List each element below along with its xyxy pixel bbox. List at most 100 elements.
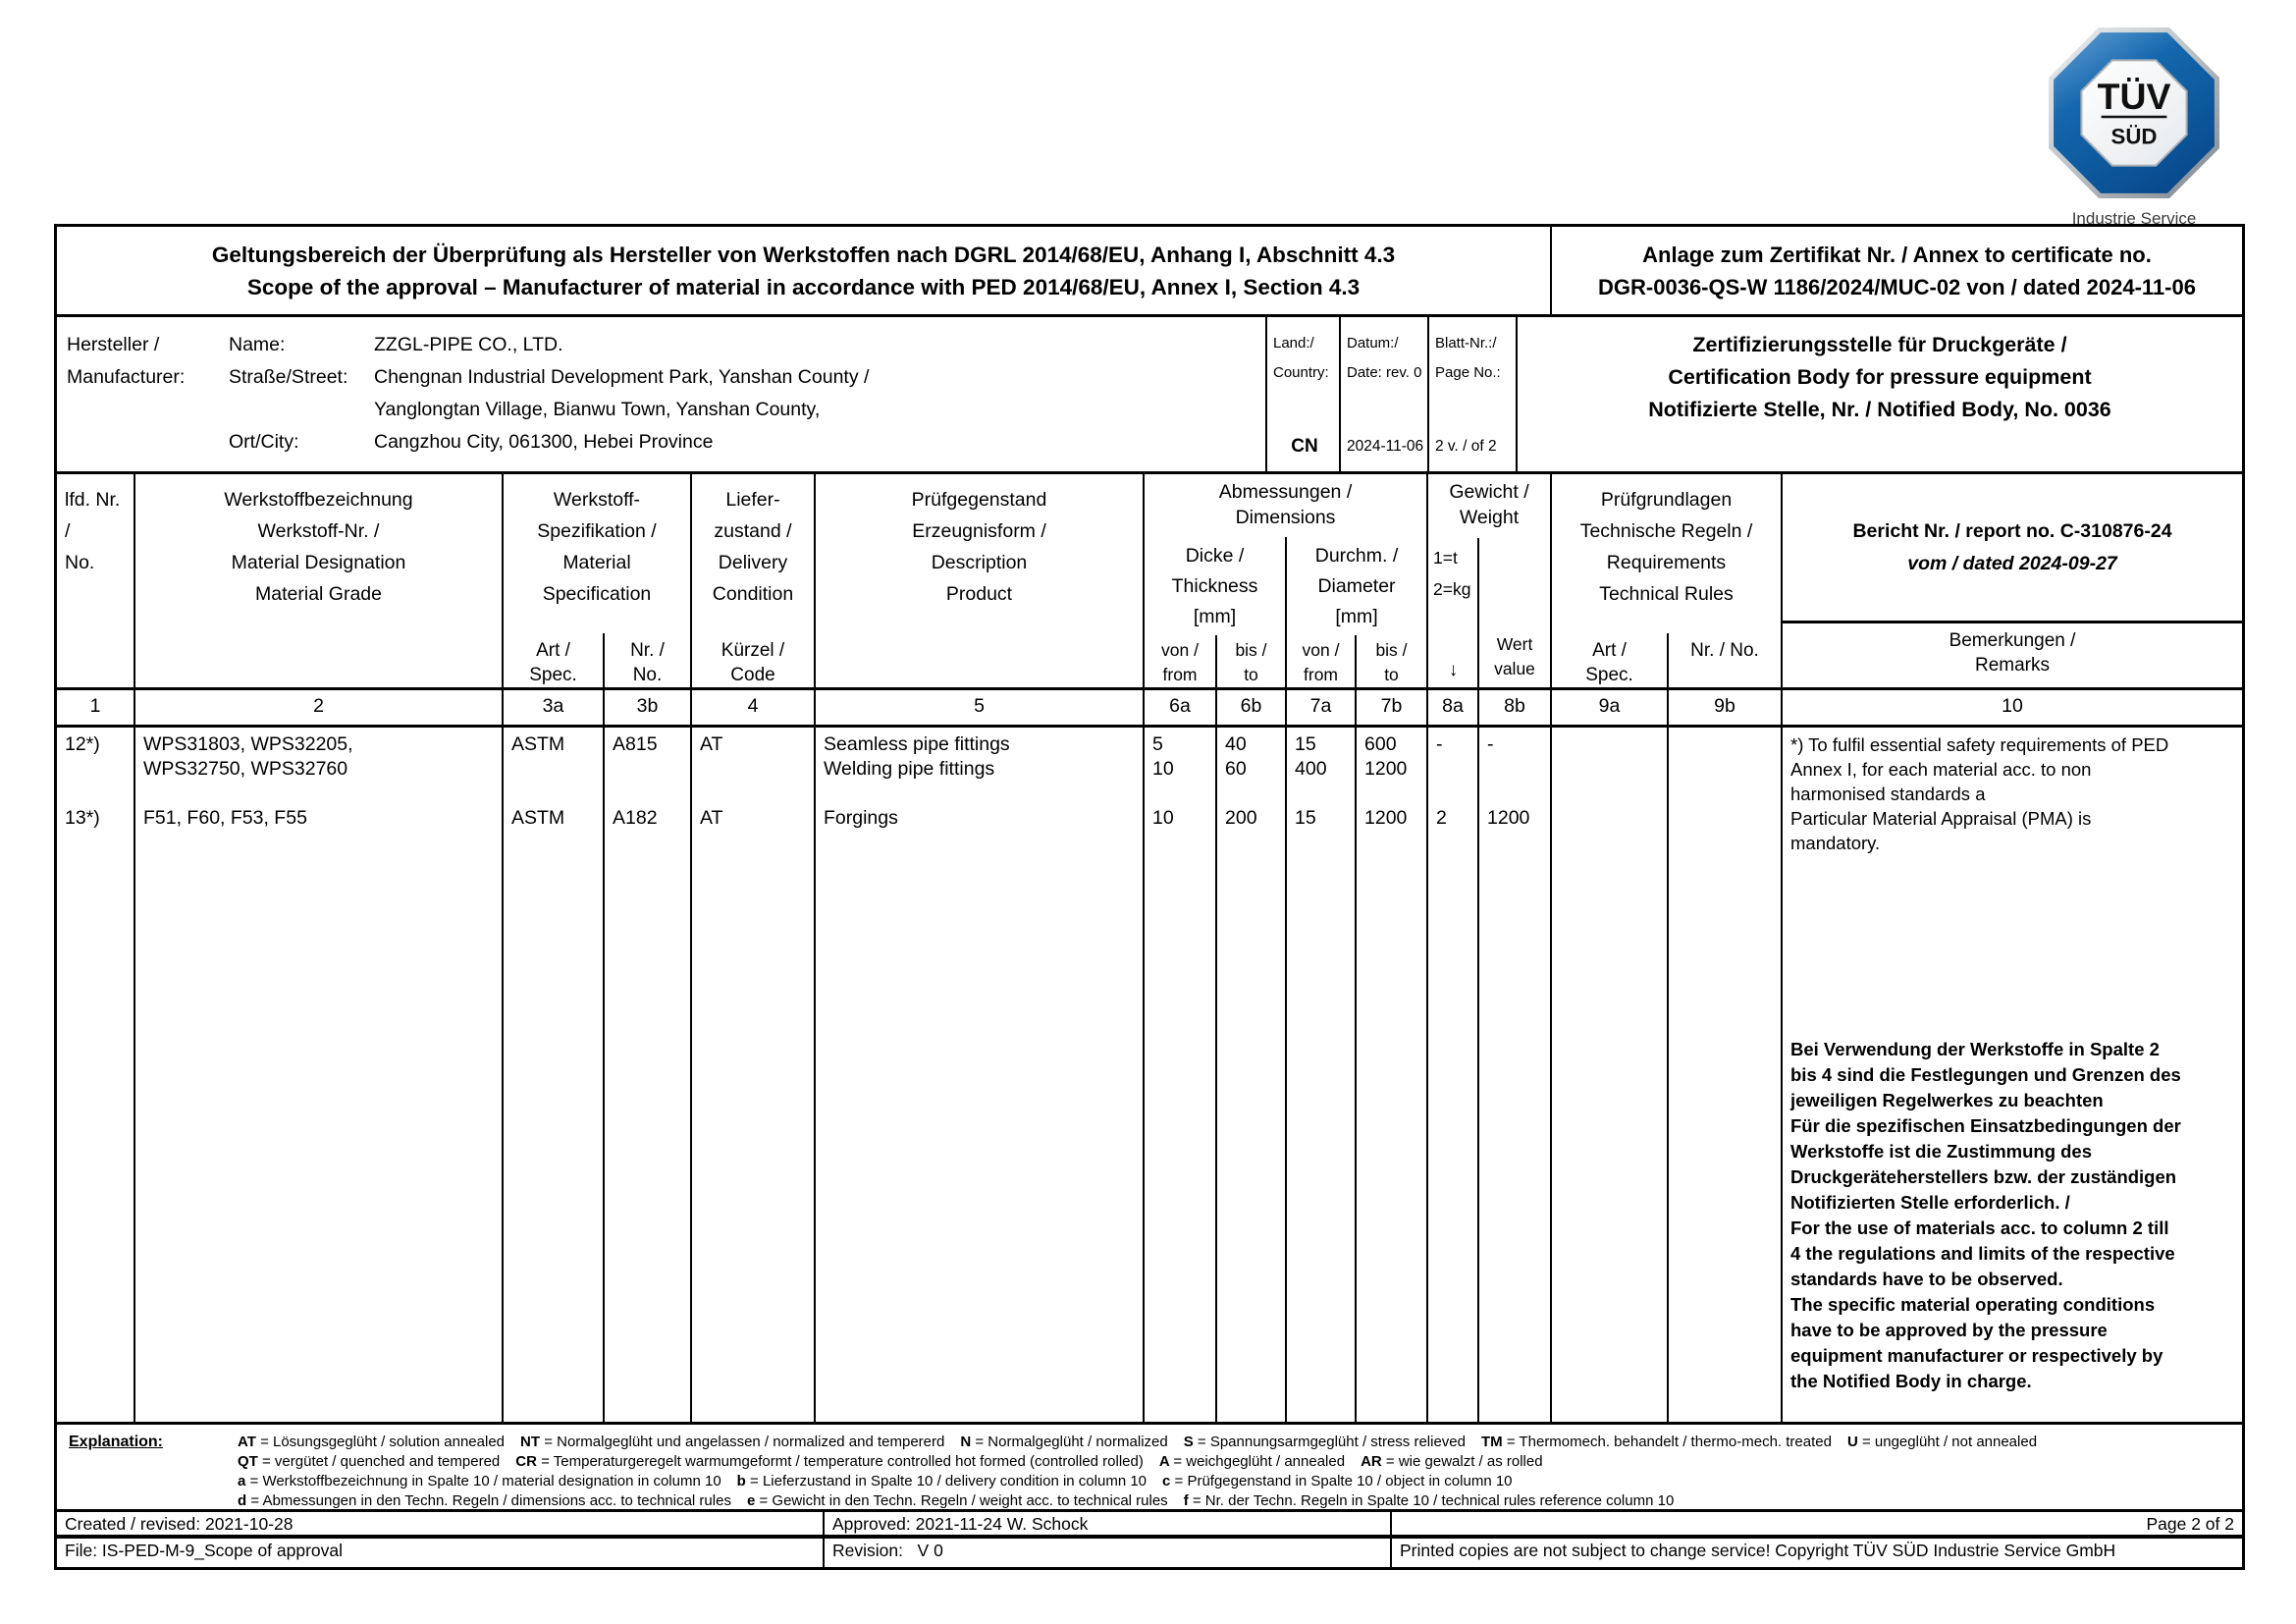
body-col-designation: WPS31803, WPS32205, WPS32750, WPS32760 F…: [135, 728, 504, 1422]
row13-designation: F51, F60, F53, F55: [143, 807, 307, 829]
row12-weight-value: -: [1487, 733, 1494, 755]
body-col-rules-art: [1552, 728, 1669, 1422]
manufacturer-cell: Hersteller / Manufacturer: Name: Straße/…: [57, 317, 1267, 471]
col-num-7a: 7a: [1287, 690, 1357, 725]
header-col-product: Prüfgegenstand Erzeugnisform / Descripti…: [816, 474, 1145, 687]
country-label: Land:/ Country:: [1273, 335, 1329, 381]
row13-code: AT: [700, 807, 723, 829]
date-value: 2024-11-06: [1347, 438, 1424, 455]
body-col-weight-unit: - 2: [1428, 728, 1479, 1422]
body-col-thickness-from: 5 10 10: [1145, 728, 1217, 1422]
page-no-cell: Blatt-Nr.:/ Page No.: 2 v. / of 2: [1429, 317, 1518, 471]
row12-no: 12*): [65, 733, 100, 755]
country-cell: Land:/ Country: CN: [1267, 317, 1341, 471]
explanation-term: NT = Normalgeglüht und angelassen / norm…: [520, 1434, 945, 1450]
row12-weight-unit: -: [1436, 733, 1443, 755]
row13-weight-unit: 2: [1436, 807, 1447, 829]
header-col-thickness-to: bis / to: [1235, 640, 1267, 684]
row13-diameter-from: 15: [1295, 807, 1316, 829]
footer-copyright: Printed copies are not subject to change…: [1400, 1541, 2116, 1560]
header-col-diameter-from: von / from: [1287, 635, 1357, 687]
header-col-delivery: Liefer- zustand / Delivery Condition Kür…: [692, 474, 816, 687]
col-num-1: 1: [57, 690, 135, 725]
explanation-term: d = Abmessungen in den Techn. Regeln / d…: [238, 1492, 731, 1509]
row12-spec-art: ASTM: [511, 733, 565, 755]
col-num-4: 4: [692, 690, 816, 725]
col-num-2: 2: [135, 690, 504, 725]
row12-diameter-to: 600 1200: [1364, 733, 1408, 780]
footer-file: File: IS-PED-M-9_Scope of approval: [57, 1539, 825, 1567]
explanation-term: CR = Temperaturgeregelt warmumgeformt / …: [515, 1453, 1144, 1470]
body-col-diameter-to: 600 1200 1200: [1357, 728, 1428, 1422]
col-num-3a: 3a: [504, 690, 605, 725]
annex-number: DGR-0036-QS-W 1186/2024/MUC-02 von / dat…: [1598, 275, 2196, 299]
tuv-sued-octagon-icon: TÜV SÜD: [2049, 27, 2219, 198]
footer-page: Page 2 of 2: [2146, 1514, 2234, 1534]
header-col-delivery-code: Kürzel / Code: [721, 640, 785, 685]
explanation-term: b = Lieferzustand in Spalte 10 / deliver…: [736, 1473, 1148, 1489]
row12-diameter-from: 15 400: [1295, 733, 1327, 780]
explanation-line-2: QT = vergütet / quenched and tempered CR …: [238, 1452, 2242, 1472]
header-col-specification: Werkstoff- Spezifikation / Material Spec…: [504, 474, 692, 687]
date-cell: Datum:/ Date: rev. 0 2024-11-06: [1341, 317, 1429, 471]
header-col-weight: Gewicht / Weight 1=t 2=kg ↓ Wert value: [1428, 474, 1552, 687]
col-num-8b: 8b: [1479, 690, 1552, 725]
certificate-annex-document: Geltungsbereich der Überprüfung als Hers…: [54, 224, 2245, 1570]
annex-label: Anlage zum Zertifikat Nr. / Annex to cer…: [1642, 243, 2152, 267]
explanation-term: AR = wie gewalzt / as rolled: [1361, 1453, 1543, 1470]
row12-code: AT: [700, 733, 723, 755]
report-number: Bericht Nr. / report no. C-310876-24: [1852, 519, 2172, 542]
explanation-term: N = Normalgeglüht / normalized: [960, 1434, 1168, 1450]
header-col-rules-art: Art / Spec.: [1552, 633, 1669, 687]
row13-weight-value: 1200: [1487, 807, 1530, 829]
explanation-line-4: d = Abmessungen in den Techn. Regeln / d…: [238, 1491, 2242, 1511]
footer-row-1: Created / revised: 2021-10-28 Approved: …: [57, 1512, 2242, 1539]
body-col-weight-value: - 1200: [1479, 728, 1552, 1422]
table-body: 12*) 13*) WPS31803, WPS32205, WPS32750, …: [57, 728, 2242, 1425]
row12-product: Seamless pipe fittings Welding pipe fitt…: [824, 733, 1010, 780]
body-col-no: 12*) 13*): [57, 728, 135, 1422]
explanation-term: a = Werkstoffbezeichnung in Spalte 10 / …: [238, 1473, 721, 1489]
col-num-5: 5: [816, 690, 1145, 725]
manufacturer-row: Hersteller / Manufacturer: Name: Straße/…: [57, 317, 2242, 474]
explanation-term: e = Gewicht in den Techn. Regeln / weigh…: [746, 1492, 1168, 1509]
col-num-3b: 3b: [605, 690, 692, 725]
body-col-code: AT AT: [692, 728, 816, 1422]
remarks-header: Bemerkungen / Remarks: [1949, 630, 2076, 676]
row13-product: Forgings: [824, 807, 898, 829]
header-col-diameter-to: bis / to: [1375, 640, 1408, 684]
explanation-term: S = Spannungsarmgeglüht / stress relieve…: [1183, 1434, 1466, 1450]
header-col-rules-nr: Nr. / No.: [1690, 640, 1759, 661]
explanation-term: f = Nr. der Techn. Regeln in Spalte 10 /…: [1183, 1492, 1675, 1509]
footer-approved: Approved: 2021-11-24 W. Schock: [825, 1512, 1392, 1535]
header-col-rules: Prüfgrundlagen Technische Regeln / Requi…: [1552, 474, 1783, 687]
date-label: Datum:/ Date: rev. 0: [1347, 335, 1422, 381]
footer-row-2: File: IS-PED-M-9_Scope of approval Revis…: [57, 1539, 2242, 1567]
row12-rules-art: [1560, 732, 1661, 806]
header-col-designation: Werkstoffbezeichnung Werkstoff-Nr. / Mat…: [135, 474, 504, 687]
remarks-usage-conditions: Bei Verwendung der Werkstoffe in Spalte …: [1790, 1039, 2181, 1391]
svg-text:SÜD: SÜD: [2111, 124, 2158, 148]
report-number-box: Bericht Nr. / report no. C-310876-24 vom…: [1783, 474, 2242, 623]
col-num-9b: 9b: [1669, 690, 1783, 725]
header-col-weight-value: Wert value: [1494, 634, 1535, 678]
tuv-sued-logo: TÜV SÜD Industrie Service: [2044, 24, 2224, 229]
col-num-6b: 6b: [1217, 690, 1287, 725]
row13-diameter-to: 1200: [1364, 807, 1408, 829]
row12-thickness-to: 40 60: [1225, 733, 1247, 780]
explanation-term: AT = Lösungsgeglüht / solution annealed: [238, 1434, 506, 1450]
country-value: CN: [1291, 436, 1318, 457]
header-col-dimensions: Abmessungen / Dimensions Dicke / Thickne…: [1145, 474, 1428, 687]
page-no-value: 2 v. / of 2: [1435, 438, 1497, 455]
manufacturer-label: Hersteller / Manufacturer:: [67, 334, 186, 388]
manufacturer-field-values: ZZGL-PIPE CO., LTD. Chengnan Industrial …: [374, 334, 870, 453]
explanation-term: c = Prüfgegenstand in Spalte 10 / object…: [1162, 1473, 1513, 1489]
row13-thickness-from: 10: [1152, 807, 1174, 829]
explanation-lines: AT = Lösungsgeglüht / solution annealed N…: [238, 1425, 2242, 1509]
footer-revision: Revision: V 0: [825, 1539, 1392, 1567]
explanation-term: U = ungeglüht / not annealed: [1846, 1434, 2038, 1450]
row12-spec-nr: A815: [613, 733, 658, 755]
header-col-no: lfd. Nr. / No.: [57, 474, 135, 687]
header-col-weight-unit: 1=t 2=kg ↓: [1428, 538, 1479, 687]
body-col-spec-art: ASTM ASTM: [504, 728, 605, 1422]
